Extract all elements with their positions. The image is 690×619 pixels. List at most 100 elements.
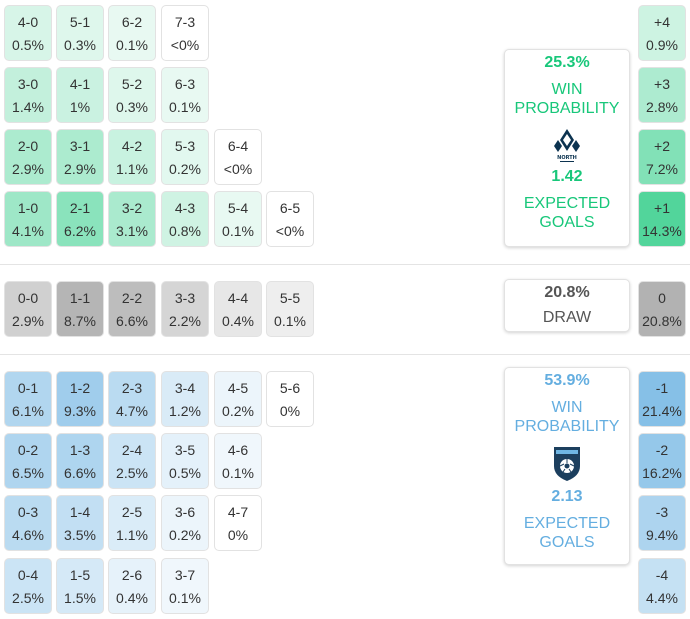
score-label: 2-6	[121, 567, 143, 583]
score-label: 4-1	[69, 76, 91, 92]
home-score-cell: 3-2 3.1%	[108, 191, 156, 247]
away-score-cell: 0-2 6.5%	[4, 433, 52, 489]
score-label: 5-2	[121, 76, 143, 92]
draw-summary-card: 20.8% DRAW	[504, 279, 630, 332]
score-label: 6-3	[174, 76, 196, 92]
score-label: 4-0	[17, 14, 39, 30]
home-score-cell: 4-0 0.5%	[4, 5, 52, 61]
score-label: 4-7	[227, 504, 249, 520]
probability-label: 2.9%	[64, 161, 96, 177]
score-label: 4-6	[227, 442, 249, 458]
away-score-cell: 0-4 2.5%	[4, 558, 52, 614]
score-label: +3	[654, 76, 670, 92]
away-score-cell: 4-7 0%	[214, 495, 262, 551]
home-expected-goals-label: EXPECTED GOALS	[523, 195, 611, 231]
draw-label: DRAW	[542, 309, 592, 326]
home-score-cell: 2-1 6.2%	[56, 191, 104, 247]
away-score-cell: 2-4 2.5%	[108, 433, 156, 489]
draw-score-cell: 3-3 2.2%	[161, 281, 209, 337]
score-label: 0-4	[17, 567, 39, 583]
score-label: 3-3	[174, 290, 196, 306]
home-goal-margin-cell: +4 0.9%	[638, 5, 686, 61]
score-label: 0-0	[17, 290, 39, 306]
probability-label: 0.1%	[222, 223, 254, 239]
draw-score-cell: 2-2 6.6%	[108, 281, 156, 337]
probability-label: 0.4%	[222, 313, 254, 329]
probability-label: 2.2%	[169, 313, 201, 329]
home-score-cell: 5-4 0.1%	[214, 191, 262, 247]
score-label: 0-2	[17, 442, 39, 458]
probability-label: 2.9%	[12, 313, 44, 329]
probability-label: 1.2%	[169, 403, 201, 419]
separator-draw-away	[0, 354, 690, 355]
score-label: 6-4	[227, 138, 249, 154]
probability-label: 6.5%	[12, 465, 44, 481]
score-label: +2	[654, 138, 670, 154]
score-label: 6-5	[279, 200, 301, 216]
probability-label: 9.3%	[64, 403, 96, 419]
probability-label: 14.3%	[642, 223, 682, 239]
home-score-cell: 4-1 1%	[56, 67, 104, 123]
score-label: 6-2	[121, 14, 143, 30]
score-label: 1-4	[69, 504, 91, 520]
home-score-cell: 2-0 2.9%	[4, 129, 52, 185]
probability-label: 1.4%	[12, 99, 44, 115]
probability-label: 3.5%	[64, 527, 96, 543]
probability-label: 1.5%	[64, 590, 96, 606]
score-label: +1	[654, 200, 670, 216]
probability-label: 6.1%	[12, 403, 44, 419]
score-label: -2	[655, 442, 669, 458]
probability-label: 0.8%	[169, 223, 201, 239]
away-expected-goals-value: 2.13	[551, 488, 583, 505]
score-label: 0-1	[17, 380, 39, 396]
home-score-cell: 3-0 1.4%	[4, 67, 52, 123]
probability-label: 6.2%	[64, 223, 96, 239]
away-summary-card: 53.9% WIN PROBABILITY 2.13 EXPECTED GOAL…	[504, 367, 630, 565]
draw-goal-margin-cell: 0 20.8%	[638, 281, 686, 337]
score-label: 1-3	[69, 442, 91, 458]
away-score-cell: 2-3 4.7%	[108, 371, 156, 427]
score-label: 4-4	[227, 290, 249, 306]
score-label: 3-7	[174, 567, 196, 583]
score-label: 5-6	[279, 380, 301, 396]
probability-label: 2.5%	[116, 465, 148, 481]
probability-label: 0%	[279, 403, 301, 419]
home-score-cell: 6-5 <0%	[266, 191, 314, 247]
away-goal-margin-cell: -2 16.2%	[638, 433, 686, 489]
away-score-cell: 3-4 1.2%	[161, 371, 209, 427]
probability-label: 4.1%	[12, 223, 44, 239]
away-score-cell: 1-4 3.5%	[56, 495, 104, 551]
score-label: 2-0	[17, 138, 39, 154]
score-label: -1	[655, 380, 669, 396]
probability-label: 0.5%	[169, 465, 201, 481]
draw-score-cell: 5-5 0.1%	[266, 281, 314, 337]
probability-label: 20.8%	[642, 313, 682, 329]
away-goal-margin-cell: -3 9.4%	[638, 495, 686, 551]
draw-score-cell: 0-0 2.9%	[4, 281, 52, 337]
probability-label: 3.1%	[116, 223, 148, 239]
home-team-logo-icon: NORTH	[554, 129, 580, 162]
home-score-cell: 5-3 0.2%	[161, 129, 209, 185]
away-score-cell: 2-6 0.4%	[108, 558, 156, 614]
home-goal-margin-cell: +1 14.3%	[638, 191, 686, 247]
away-score-cell: 3-5 0.5%	[161, 433, 209, 489]
probability-label: 0.1%	[274, 313, 306, 329]
probability-label: 0.3%	[64, 37, 96, 53]
probability-label: 9.4%	[646, 527, 678, 543]
score-label: 3-4	[174, 380, 196, 396]
score-label: 2-5	[121, 504, 143, 520]
score-label: 5-1	[69, 14, 91, 30]
probability-label: 0.1%	[169, 590, 201, 606]
score-label: 1-2	[69, 380, 91, 396]
score-label: 3-6	[174, 504, 196, 520]
draw-score-cell: 1-1 8.7%	[56, 281, 104, 337]
probability-label: 6.6%	[116, 313, 148, 329]
score-label: 2-4	[121, 442, 143, 458]
away-score-cell: 4-5 0.2%	[214, 371, 262, 427]
probability-label: 0%	[227, 527, 249, 543]
score-label: -4	[655, 567, 669, 583]
draw-score-cell: 4-4 0.4%	[214, 281, 262, 337]
probability-label: 1%	[69, 99, 91, 115]
away-score-cell: 5-6 0%	[266, 371, 314, 427]
away-score-cell: 0-3 4.6%	[4, 495, 52, 551]
